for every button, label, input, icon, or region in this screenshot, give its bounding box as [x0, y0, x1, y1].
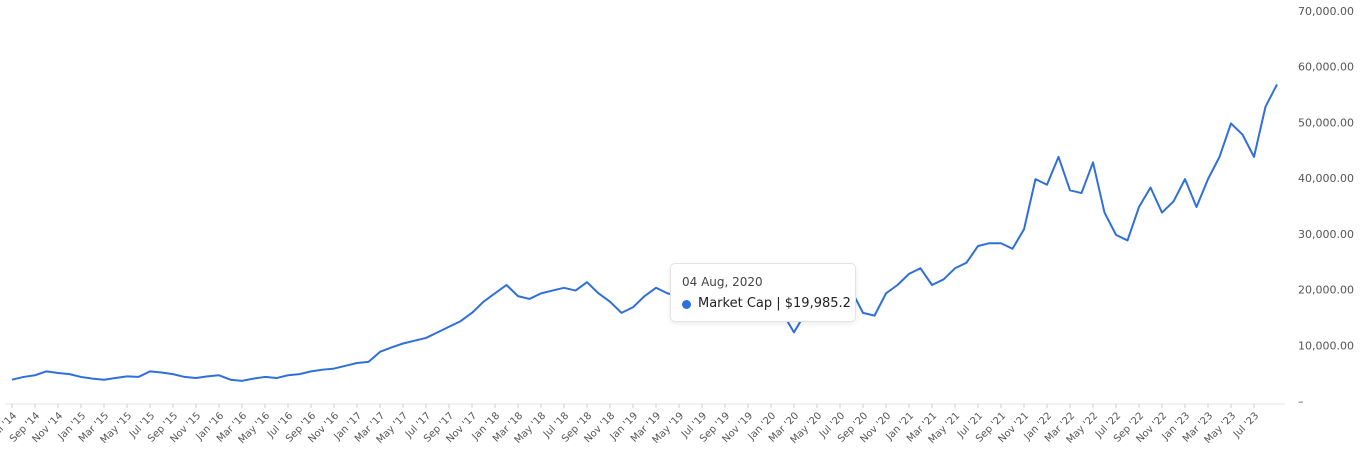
- tooltip-text: Market Cap | $19,985.2: [698, 296, 851, 311]
- y-tick-label: 40,000.00: [1298, 172, 1354, 185]
- y-tick-label: 70,000.00: [1298, 5, 1354, 18]
- tooltip: 04 Aug, 2020 Market Cap | $19,985.2: [670, 263, 856, 322]
- y-tick-label: 50,000.00: [1298, 116, 1354, 129]
- line: [11, 83, 1278, 382]
- tooltip-date: 04 Aug, 2020: [682, 275, 763, 289]
- tooltip-marker: [682, 300, 691, 309]
- y-tick-label: –: [1298, 395, 1304, 408]
- y-tick-label: 10,000.00: [1298, 339, 1354, 352]
- y-tick-label: 30,000.00: [1298, 228, 1354, 241]
- x-tick-label: Jul '23: [1231, 410, 1261, 440]
- y-tick-label: 60,000.00: [1298, 61, 1354, 74]
- y-tick-label: 20,000.00: [1298, 284, 1354, 297]
